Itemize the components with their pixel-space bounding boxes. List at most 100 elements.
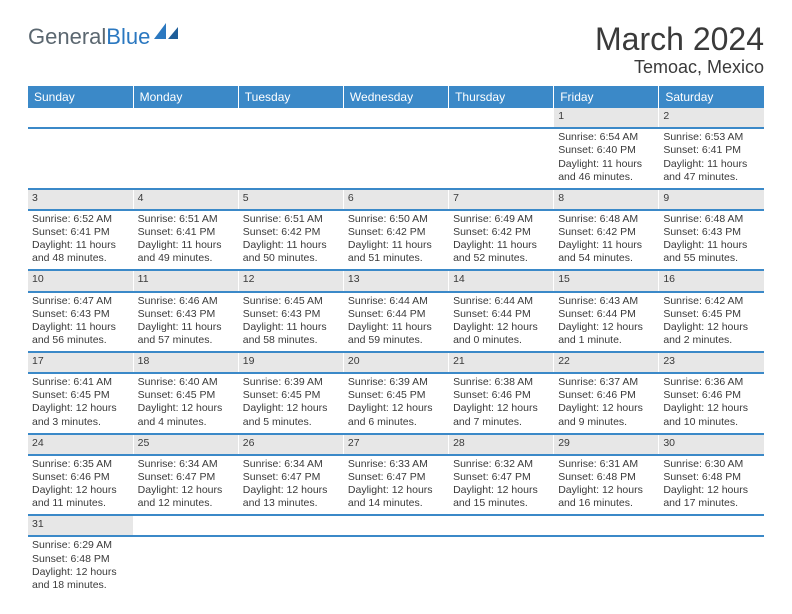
day-info-line: Sunrise: 6:30 AM — [663, 458, 760, 471]
day-info-line: Sunrise: 6:51 AM — [138, 213, 234, 226]
day-info-line: Daylight: 12 hours and 5 minutes. — [243, 402, 339, 428]
day-content-cell: Sunrise: 6:39 AMSunset: 6:45 PMDaylight:… — [343, 373, 448, 434]
day-info-line: Sunrise: 6:48 AM — [558, 213, 654, 226]
day-number-cell — [343, 515, 448, 536]
day-content-cell — [133, 536, 238, 596]
day-info-line: Daylight: 11 hours and 58 minutes. — [243, 321, 339, 347]
day-of-week-header: Wednesday — [343, 86, 448, 108]
day-content-cell: Sunrise: 6:48 AMSunset: 6:43 PMDaylight:… — [659, 210, 764, 271]
week-daynum-row: 12 — [28, 108, 764, 128]
day-info-line: Daylight: 11 hours and 54 minutes. — [558, 239, 654, 265]
day-number-cell: 11 — [133, 270, 238, 291]
logo: GeneralBlue — [28, 24, 180, 50]
day-content-cell: Sunrise: 6:49 AMSunset: 6:42 PMDaylight:… — [449, 210, 554, 271]
day-number-cell — [449, 515, 554, 536]
day-info-line: Sunset: 6:42 PM — [348, 226, 444, 239]
week-daynum-row: 17181920212223 — [28, 352, 764, 373]
day-info-line: Daylight: 11 hours and 51 minutes. — [348, 239, 444, 265]
day-of-week-header: Saturday — [659, 86, 764, 108]
day-info-line: Sunrise: 6:36 AM — [663, 376, 760, 389]
day-info-line: Daylight: 11 hours and 52 minutes. — [453, 239, 549, 265]
day-info-line: Sunset: 6:42 PM — [243, 226, 339, 239]
day-number-cell: 2 — [659, 108, 764, 128]
week-daynum-row: 31 — [28, 515, 764, 536]
day-number-cell: 28 — [449, 434, 554, 455]
day-number-cell — [659, 515, 764, 536]
day-number-cell: 13 — [343, 270, 448, 291]
week-content-row: Sunrise: 6:47 AMSunset: 6:43 PMDaylight:… — [28, 292, 764, 353]
day-content-cell: Sunrise: 6:37 AMSunset: 6:46 PMDaylight:… — [554, 373, 659, 434]
day-info-line: Sunset: 6:41 PM — [138, 226, 234, 239]
day-of-week-header: Tuesday — [238, 86, 343, 108]
day-info-line: Sunset: 6:47 PM — [453, 471, 549, 484]
day-info-line: Daylight: 11 hours and 57 minutes. — [138, 321, 234, 347]
week-daynum-row: 3456789 — [28, 189, 764, 210]
day-content-cell: Sunrise: 6:44 AMSunset: 6:44 PMDaylight:… — [343, 292, 448, 353]
calendar-header-row: SundayMondayTuesdayWednesdayThursdayFrid… — [28, 86, 764, 108]
logo-text-blue: Blue — [106, 24, 150, 50]
day-number-cell — [343, 108, 448, 128]
day-content-cell: Sunrise: 6:53 AMSunset: 6:41 PMDaylight:… — [659, 128, 764, 189]
day-info-line: Daylight: 12 hours and 17 minutes. — [663, 484, 760, 510]
day-info-line: Sunrise: 6:52 AM — [32, 213, 129, 226]
day-number-cell: 24 — [28, 434, 133, 455]
day-content-cell: Sunrise: 6:33 AMSunset: 6:47 PMDaylight:… — [343, 455, 448, 516]
day-info-line: Sunrise: 6:44 AM — [348, 295, 444, 308]
day-info-line: Sunrise: 6:44 AM — [453, 295, 549, 308]
day-content-cell: Sunrise: 6:51 AMSunset: 6:42 PMDaylight:… — [238, 210, 343, 271]
day-info-line: Sunrise: 6:34 AM — [138, 458, 234, 471]
day-info-line: Sunset: 6:43 PM — [32, 308, 129, 321]
day-info-line: Sunset: 6:42 PM — [558, 226, 654, 239]
day-number-cell: 15 — [554, 270, 659, 291]
day-info-line: Sunrise: 6:53 AM — [663, 131, 760, 144]
day-content-cell: Sunrise: 6:29 AMSunset: 6:48 PMDaylight:… — [28, 536, 133, 596]
day-content-cell: Sunrise: 6:43 AMSunset: 6:44 PMDaylight:… — [554, 292, 659, 353]
day-info-line: Daylight: 12 hours and 1 minute. — [558, 321, 654, 347]
day-content-cell — [28, 128, 133, 189]
day-of-week-header: Friday — [554, 86, 659, 108]
day-number-cell: 20 — [343, 352, 448, 373]
day-number-cell: 5 — [238, 189, 343, 210]
day-info-line: Daylight: 12 hours and 2 minutes. — [663, 321, 760, 347]
day-content-cell — [554, 536, 659, 596]
day-content-cell: Sunrise: 6:50 AMSunset: 6:42 PMDaylight:… — [343, 210, 448, 271]
day-info-line: Sunset: 6:46 PM — [32, 471, 129, 484]
day-info-line: Sunset: 6:44 PM — [453, 308, 549, 321]
day-info-line: Sunset: 6:45 PM — [348, 389, 444, 402]
day-content-cell: Sunrise: 6:45 AMSunset: 6:43 PMDaylight:… — [238, 292, 343, 353]
day-info-line: Daylight: 12 hours and 12 minutes. — [138, 484, 234, 510]
day-info-line: Daylight: 12 hours and 15 minutes. — [453, 484, 549, 510]
day-content-cell: Sunrise: 6:41 AMSunset: 6:45 PMDaylight:… — [28, 373, 133, 434]
day-info-line: Sunrise: 6:43 AM — [558, 295, 654, 308]
day-info-line: Sunrise: 6:32 AM — [453, 458, 549, 471]
day-info-line: Sunrise: 6:31 AM — [558, 458, 654, 471]
week-daynum-row: 24252627282930 — [28, 434, 764, 455]
day-number-cell: 30 — [659, 434, 764, 455]
day-content-cell: Sunrise: 6:40 AMSunset: 6:45 PMDaylight:… — [133, 373, 238, 434]
day-info-line: Sunset: 6:44 PM — [348, 308, 444, 321]
day-info-line: Sunrise: 6:50 AM — [348, 213, 444, 226]
day-info-line: Daylight: 12 hours and 0 minutes. — [453, 321, 549, 347]
day-number-cell: 1 — [554, 108, 659, 128]
day-content-cell: Sunrise: 6:30 AMSunset: 6:48 PMDaylight:… — [659, 455, 764, 516]
day-info-line: Daylight: 12 hours and 16 minutes. — [558, 484, 654, 510]
day-number-cell: 17 — [28, 352, 133, 373]
day-info-line: Sunrise: 6:49 AM — [453, 213, 549, 226]
day-info-line: Sunset: 6:48 PM — [558, 471, 654, 484]
page: GeneralBlue March 2024 Temoac, Mexico Su… — [0, 0, 792, 614]
day-number-cell — [238, 515, 343, 536]
day-content-cell: Sunrise: 6:44 AMSunset: 6:44 PMDaylight:… — [449, 292, 554, 353]
day-info-line: Daylight: 11 hours and 48 minutes. — [32, 239, 129, 265]
day-info-line: Sunset: 6:46 PM — [558, 389, 654, 402]
day-number-cell — [554, 515, 659, 536]
day-info-line: Daylight: 12 hours and 7 minutes. — [453, 402, 549, 428]
week-daynum-row: 10111213141516 — [28, 270, 764, 291]
day-info-line: Sunrise: 6:37 AM — [558, 376, 654, 389]
day-content-cell — [449, 536, 554, 596]
day-content-cell: Sunrise: 6:36 AMSunset: 6:46 PMDaylight:… — [659, 373, 764, 434]
day-info-line: Daylight: 12 hours and 13 minutes. — [243, 484, 339, 510]
day-info-line: Sunset: 6:47 PM — [348, 471, 444, 484]
week-content-row: Sunrise: 6:35 AMSunset: 6:46 PMDaylight:… — [28, 455, 764, 516]
day-number-cell: 18 — [133, 352, 238, 373]
day-info-line: Sunset: 6:45 PM — [32, 389, 129, 402]
